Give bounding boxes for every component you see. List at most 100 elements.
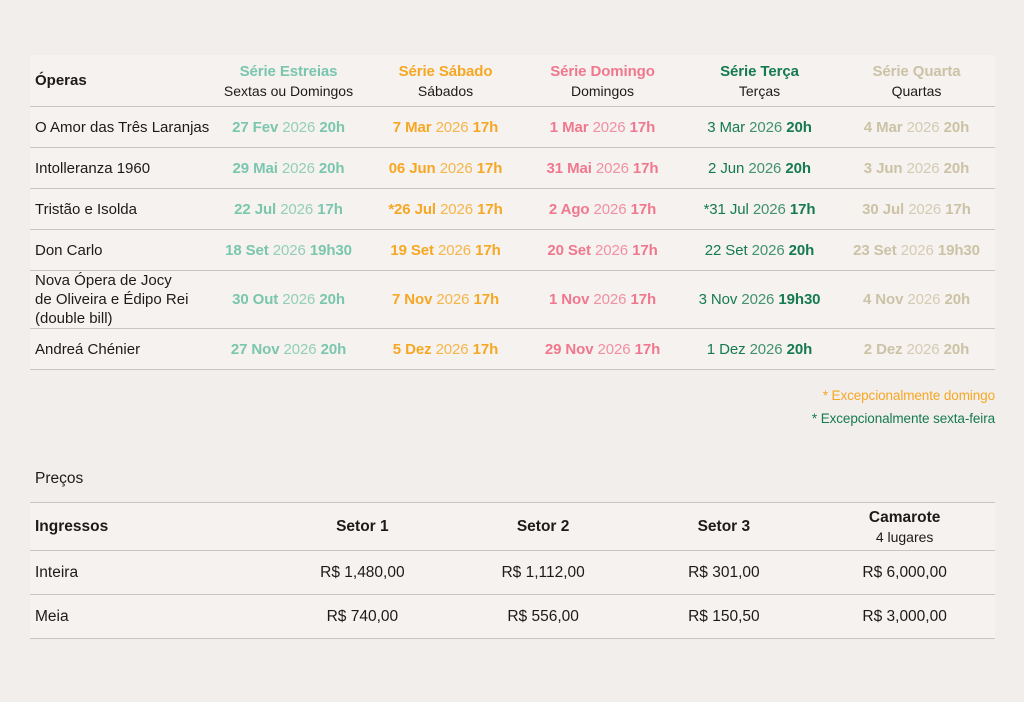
performance-date-cell: 22 Jul 2026 17h [210,201,367,218]
price-column-subtitle: 4 lugares [875,528,934,545]
date-time: 20h [318,159,345,177]
operas-column-header: Óperas [35,72,87,89]
date-year: 2026 [282,118,316,136]
date-year: 2026 [439,159,473,177]
date-year: 2026 [272,241,306,259]
performance-date-cell: 31 Mai 2026 17h [524,160,681,177]
date-day-month: 22 Set [704,241,748,259]
date-year: 2026 [900,241,934,259]
opera-name: Tristão e Isolda [35,200,137,218]
date-day-month: 4 Mar [863,118,903,136]
date-time: 17h [476,159,503,177]
performance-date-cell: 30 Out 2026 20h [210,291,367,308]
performance-date-cell: 7 Nov 2026 17h [367,291,524,308]
footnotes: * Excepcionalmente domingo * Excepcionalm… [812,388,995,434]
price-value: R$ 1,480,00 [320,563,405,581]
date-year: 2026 [741,291,775,308]
opera-name: Nova Ópera de Jocy de Oliveira e Édipo R… [35,272,189,327]
price-column-name: Setor 3 [697,517,751,535]
table-row: Intolleranza 1960 29 Mai 2026 20h 06 Jun 2… [30,148,995,189]
date-time: 20h [319,291,345,308]
performance-date-cell: 3 Mar 2026 20h [681,119,838,136]
performance-date-cell: 5 Dez 2026 17h [367,341,524,358]
series-name: Série Domingo [550,62,655,80]
date-time: 20h [943,159,970,177]
date-year: 2026 [595,241,629,259]
opera-name: Andreá Chénier [35,340,141,358]
performance-date-cell: 1 Dez 2026 20h [681,341,838,358]
date-day-month: 23 Set [853,241,897,259]
date-time: 20h [943,340,970,358]
date-time: 19h30 [778,291,821,308]
date-day-month: *31 Jul [703,200,749,218]
date-year: 2026 [436,291,470,308]
date-time: 20h [788,241,815,259]
date-day-month: 18 Set [225,241,269,259]
price-column-name: Camarote [868,508,941,526]
date-year: 2026 [748,159,782,177]
table-row: O Amor das Três Laranjas 27 Fev 2026 20h 7… [30,107,995,148]
date-day-month: 3 Nov [698,291,738,308]
price-row: Inteira R$ 1,480,00 R$ 1,112,00 R$ 301,00 R$… [30,551,995,595]
date-day-month: 7 Mar [392,118,432,136]
performance-date-cell: 23 Set 2026 19h30 [838,242,995,259]
date-day-month: 3 Jun [863,159,903,177]
series-header-cell: Série Terça Terças [681,63,838,99]
date-year: 2026 [906,159,940,177]
opera-schedule-table: Óperas Série Estreias Sextas ou Domingos S… [30,55,995,370]
performance-date-cell: 29 Nov 2026 17h [524,341,681,358]
date-day-month: 2 Ago [548,200,590,218]
date-time: 20h [785,159,811,177]
date-day-month: 22 Jul [234,200,277,218]
date-year: 2026 [435,118,469,136]
date-time: 17h [472,340,499,358]
price-row-label: Inteira [35,563,79,581]
performance-date-cell: 7 Mar 2026 17h [367,119,524,136]
price-value: R$ 740,00 [326,607,399,625]
opera-name: Intolleranza 1960 [35,159,151,177]
date-time: 17h [634,340,661,358]
date-year: 2026 [906,118,940,136]
price-column-name: Setor 2 [516,517,570,535]
prices-header-row: Ingressos Setor 1 Setor 2 Setor 3 Camarote 4… [30,502,995,551]
series-header-cell: Série Domingo Domingos [524,63,681,99]
date-time: 19h30 [309,241,352,259]
price-value: R$ 150,50 [688,607,760,625]
performance-date-cell: 2 Ago 2026 17h [524,201,681,218]
price-column-header: Setor 3 [634,518,815,536]
date-year: 2026 [440,200,474,218]
prices-rows: Inteira R$ 1,480,00 R$ 1,112,00 R$ 301,00 R$… [30,551,995,639]
date-year: 2026 [593,291,627,308]
date-time: 20h [786,118,812,136]
date-day-month: 4 Nov [862,291,904,308]
date-day-month: 19 Set [390,241,434,259]
date-year: 2026 [283,340,317,358]
table-row: Nova Ópera de Jocy de Oliveira e Édipo R… [30,271,995,329]
date-time: 17h [945,200,971,218]
performance-date-cell: 2 Dez 2026 20h [838,341,995,358]
schedule-header-row: Óperas Série Estreias Sextas ou Domingos S… [30,55,995,107]
performance-date-cell: 2 Jun 2026 20h [681,160,838,177]
series-subtitle: Terças [738,82,781,99]
table-row: Tristão e Isolda 22 Jul 2026 17h *26 Jul 2… [30,189,995,230]
date-year: 2026 [597,340,631,358]
opera-name: Don Carlo [35,241,103,259]
date-day-month: 1 Mar [549,118,589,136]
price-value: R$ 3,000,00 [862,607,947,625]
date-day-month: 2 Jun [708,159,745,177]
date-day-month: 2 Dez [863,340,903,358]
date-day-month: 27 Nov [230,340,280,358]
series-name: Série Terça [720,62,799,80]
performance-date-cell: 1 Nov 2026 17h [524,291,681,308]
performance-date-cell: 4 Nov 2026 20h [838,291,995,308]
series-subtitle: Sábados [417,82,474,99]
date-day-month: *26 Jul [388,200,436,218]
series-name: Série Quarta [872,62,961,80]
date-year: 2026 [908,200,942,218]
date-day-month: 29 Mai [232,159,278,177]
price-column-name: Setor 1 [336,517,389,535]
footnote: * Excepcionalmente sexta-feira [811,411,995,426]
date-year: 2026 [282,291,316,308]
date-day-month: 5 Dez [392,340,432,358]
date-time: 20h [319,118,345,136]
